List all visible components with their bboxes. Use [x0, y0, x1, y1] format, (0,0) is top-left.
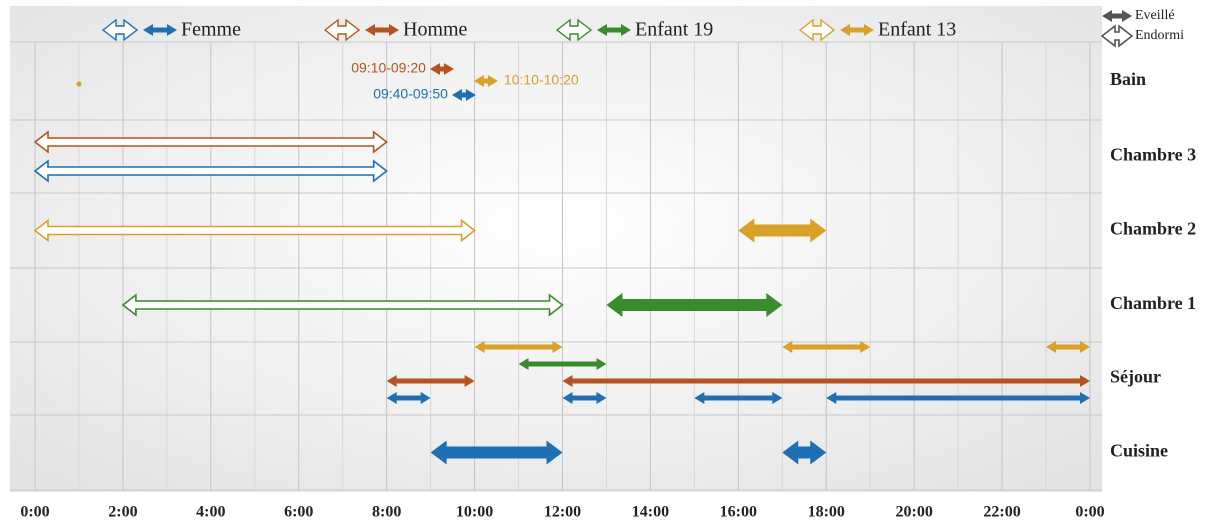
- x-tick-label: 18:00: [808, 504, 845, 521]
- x-tick-label: 16:00: [720, 504, 757, 521]
- interval-label: 10:10-10:20: [504, 72, 579, 88]
- x-tick-label: 6:00: [284, 504, 313, 521]
- interval-arrow: [562, 375, 1090, 387]
- x-tick-label: 22:00: [983, 504, 1020, 521]
- legend-label: Homme: [403, 19, 468, 41]
- legend-icon: [1102, 10, 1132, 22]
- interval-arrow: [451, 89, 476, 101]
- interval-label: 09:10-09:20: [351, 60, 426, 76]
- legend-icon: [798, 18, 836, 42]
- interval-arrow: [738, 218, 827, 243]
- x-tick-label: 14:00: [632, 504, 669, 521]
- x-tick-label: 0:00: [20, 504, 49, 521]
- row-label: Chambre 1: [1110, 293, 1196, 313]
- legend-icon: [143, 24, 177, 36]
- legend-icon: [323, 18, 361, 42]
- legend-label: Enfant 19: [635, 19, 713, 41]
- interval-arrow: [606, 293, 783, 317]
- x-tick-label: 2:00: [108, 504, 137, 521]
- interval-arrow: [33, 130, 388, 154]
- interval-label: 09:40-09:50: [373, 86, 448, 102]
- legend-icon: [1100, 24, 1134, 48]
- interval-arrow: [474, 341, 563, 353]
- interval-arrow: [33, 159, 388, 183]
- interval-arrow: [694, 392, 783, 404]
- legend-icon: [840, 24, 874, 36]
- x-tick-label: 0:00: [1075, 504, 1104, 521]
- x-tick-label: 8:00: [372, 504, 401, 521]
- interval-arrow: [33, 218, 476, 243]
- row-label: Bain: [1110, 69, 1146, 89]
- interval-arrow: [562, 392, 607, 404]
- interval-arrow: [430, 440, 563, 465]
- legend-label: Enfant 13: [878, 19, 956, 41]
- row-label: Cuisine: [1110, 441, 1168, 461]
- legend-icon: [101, 18, 139, 42]
- interval-arrow: [518, 358, 607, 370]
- interval-arrow: [782, 341, 871, 353]
- interval-arrow: [121, 293, 564, 317]
- row-label: Chambre 3: [1110, 145, 1196, 165]
- row-label: Séjour: [1110, 367, 1161, 387]
- interval-arrow: [473, 75, 498, 87]
- legend-label: Endormi: [1135, 28, 1184, 43]
- legend-icon: [597, 24, 631, 36]
- row-label: Chambre 2: [1110, 219, 1196, 239]
- legend-icon: [555, 18, 593, 42]
- interval-arrow: [386, 392, 431, 404]
- interval-arrow: [826, 392, 1090, 404]
- legend-icon: [365, 24, 399, 36]
- x-tick-label: 4:00: [196, 504, 225, 521]
- legend-label: Femme: [181, 19, 241, 41]
- interval-arrow: [386, 375, 475, 387]
- interval-point: [76, 81, 82, 87]
- interval-arrow: [1046, 341, 1090, 353]
- x-tick-label: 20:00: [896, 504, 933, 521]
- interval-arrow: [782, 440, 827, 465]
- plot-background: [10, 6, 1102, 492]
- interval-arrow: [429, 63, 454, 75]
- legend-label: Eveillé: [1135, 8, 1175, 23]
- x-tick-label: 12:00: [544, 504, 581, 521]
- x-tick-label: 10:00: [456, 504, 493, 521]
